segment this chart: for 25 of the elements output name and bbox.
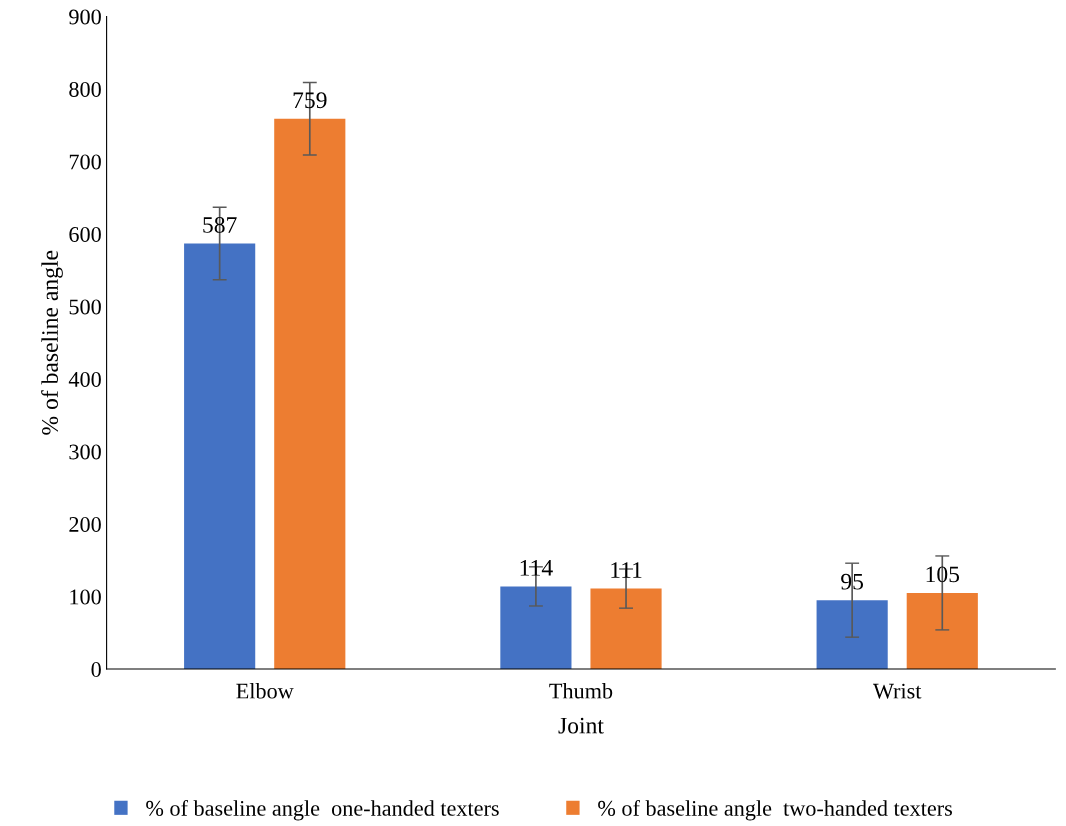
y-tick-label: 800 xyxy=(69,81,101,97)
y-tick-label: 200 xyxy=(69,516,101,532)
legend-label: % of baseline angle two-handed texters xyxy=(598,799,952,821)
x-axis-title: Joint xyxy=(558,717,604,734)
x-tick-label: Thumb xyxy=(549,682,613,699)
bar xyxy=(274,118,346,670)
bar xyxy=(816,600,888,670)
bar xyxy=(500,586,572,670)
y-tick-label: 0 xyxy=(91,661,101,677)
y-tick-label: 100 xyxy=(70,589,101,605)
y-tick-label: 400 xyxy=(68,371,101,387)
bar xyxy=(184,243,256,670)
y-tick-label: 700 xyxy=(69,154,101,170)
data-label: 111 xyxy=(611,562,642,578)
x-tick-label: Wrist xyxy=(873,683,922,699)
data-label: 114 xyxy=(520,559,553,576)
legend-label: % of baseline angle one-handed texters xyxy=(146,799,499,821)
y-tick-label: 600 xyxy=(69,226,101,242)
y-tick-label: 500 xyxy=(69,299,101,315)
bar xyxy=(590,588,662,670)
y-tick-label: 300 xyxy=(69,444,101,460)
x-tick-label: Elbow xyxy=(236,682,294,699)
y-tick-label: 900 xyxy=(69,9,101,25)
bar xyxy=(906,592,978,670)
y-axis-title: % of baseline angle xyxy=(41,250,63,435)
